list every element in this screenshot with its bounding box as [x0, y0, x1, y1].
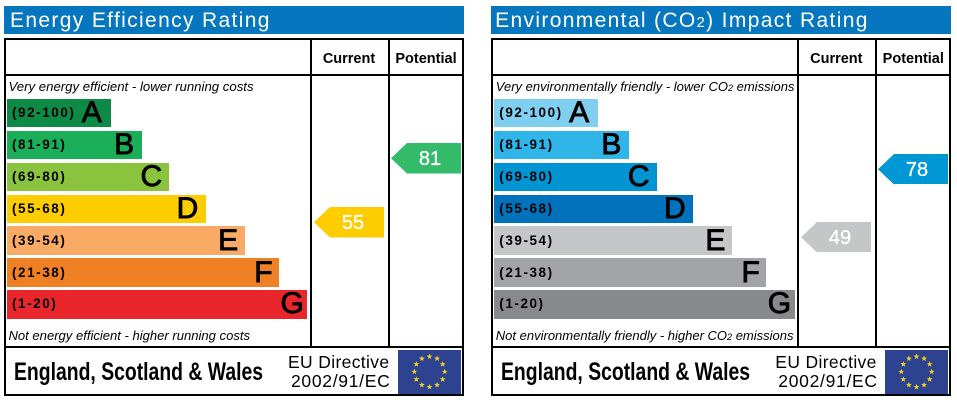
svg-text:81: 81 [418, 148, 440, 170]
svg-text:55: 55 [341, 212, 363, 234]
svg-text:78: 78 [906, 158, 928, 180]
svg-text:49: 49 [829, 227, 851, 249]
